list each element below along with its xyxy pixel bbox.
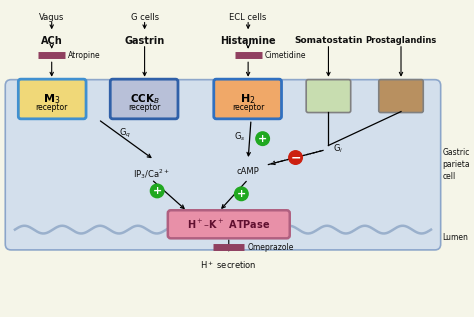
Circle shape — [150, 184, 164, 198]
Text: Gastric
parieta
cell: Gastric parieta cell — [443, 148, 470, 181]
Text: cAMP: cAMP — [237, 167, 259, 176]
Text: receptor: receptor — [128, 103, 161, 112]
Text: M$_3$: M$_3$ — [43, 92, 60, 106]
FancyBboxPatch shape — [214, 79, 282, 119]
Text: Gastrin: Gastrin — [125, 36, 165, 46]
Text: H$^+$–K$^+$ ATPase: H$^+$–K$^+$ ATPase — [187, 218, 271, 231]
Text: G cells: G cells — [130, 13, 159, 22]
FancyBboxPatch shape — [306, 80, 351, 113]
FancyBboxPatch shape — [379, 80, 423, 113]
FancyBboxPatch shape — [168, 210, 290, 238]
Text: Lumen: Lumen — [443, 233, 468, 242]
FancyBboxPatch shape — [110, 79, 178, 119]
Text: receptor: receptor — [36, 103, 68, 112]
Text: H$^+$ secretion: H$^+$ secretion — [201, 260, 257, 271]
Text: Somatostatin: Somatostatin — [294, 36, 363, 45]
Text: +: + — [153, 186, 162, 196]
Text: receptor: receptor — [232, 103, 264, 112]
FancyBboxPatch shape — [5, 80, 441, 250]
Text: Prostaglandins: Prostaglandins — [365, 36, 437, 45]
Text: +: + — [258, 134, 267, 144]
Text: ECL cells: ECL cells — [229, 13, 267, 22]
Text: IP$_3$/Ca$^{2+}$: IP$_3$/Ca$^{2+}$ — [133, 167, 170, 181]
Text: G$_s$: G$_s$ — [234, 131, 245, 143]
Circle shape — [235, 187, 248, 201]
Text: Atropine: Atropine — [68, 51, 101, 60]
Circle shape — [289, 151, 302, 164]
Text: Cimetidine: Cimetidine — [264, 51, 306, 60]
Text: Omeprazole: Omeprazole — [247, 243, 293, 251]
Text: +: + — [237, 189, 246, 199]
Text: H$_2$: H$_2$ — [240, 92, 256, 106]
Text: G$_q$: G$_q$ — [119, 127, 131, 140]
Text: G$_i$: G$_i$ — [333, 142, 344, 155]
Text: −: − — [290, 151, 301, 164]
Text: ACh: ACh — [41, 36, 63, 46]
FancyBboxPatch shape — [18, 79, 86, 119]
Text: CCK$_B$: CCK$_B$ — [130, 92, 160, 106]
Text: Histamine: Histamine — [220, 36, 276, 46]
Circle shape — [256, 132, 269, 146]
Text: Vagus: Vagus — [39, 13, 64, 22]
